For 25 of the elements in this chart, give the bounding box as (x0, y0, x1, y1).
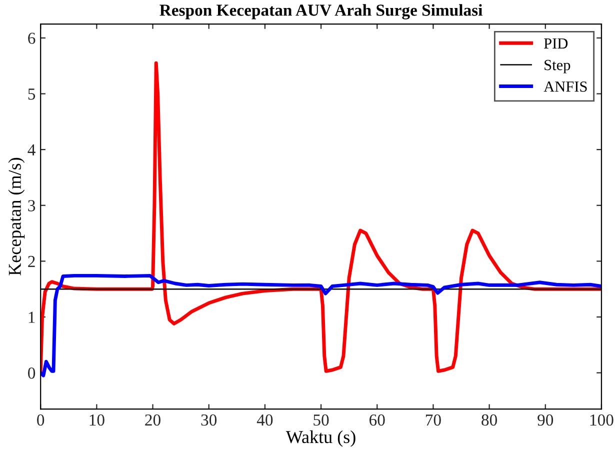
x-tick-label: 10 (90, 414, 104, 426)
x-tick-label: 0 (37, 414, 44, 426)
y-tick-label: 2 (28, 256, 35, 267)
y-axis-title: Kecepatan (m/s) (8, 158, 25, 276)
x-tick-label: 20 (145, 414, 160, 426)
legend-label: ANFIS (544, 82, 587, 92)
y-tick-label: 5 (28, 88, 36, 100)
x-tick-label: 30 (201, 414, 217, 426)
x-tick-label: 60 (370, 414, 385, 426)
x-tick-label: 100 (590, 414, 614, 426)
x-axis-title: Waktu (s) (286, 430, 356, 447)
x-tick-label: 90 (538, 414, 554, 426)
line-series (40, 274, 602, 378)
legend-label: Step (544, 60, 570, 74)
x-tick-label: 80 (482, 414, 497, 426)
x-tick-label: 70 (426, 414, 441, 426)
y-tick-label: 1 (28, 312, 35, 323)
y-tick-label: 3 (28, 200, 36, 212)
y-tick-label: 0 (28, 367, 36, 379)
y-tick-label: 6 (28, 32, 36, 44)
y-tick-label: 4 (28, 144, 36, 156)
legend-label: PID (544, 38, 568, 48)
x-tick-label: 40 (256, 414, 273, 426)
x-tick-label: 50 (314, 414, 329, 426)
chart-title: Respon Kecepatan AUV Arah Surge Simulasi (160, 4, 482, 20)
